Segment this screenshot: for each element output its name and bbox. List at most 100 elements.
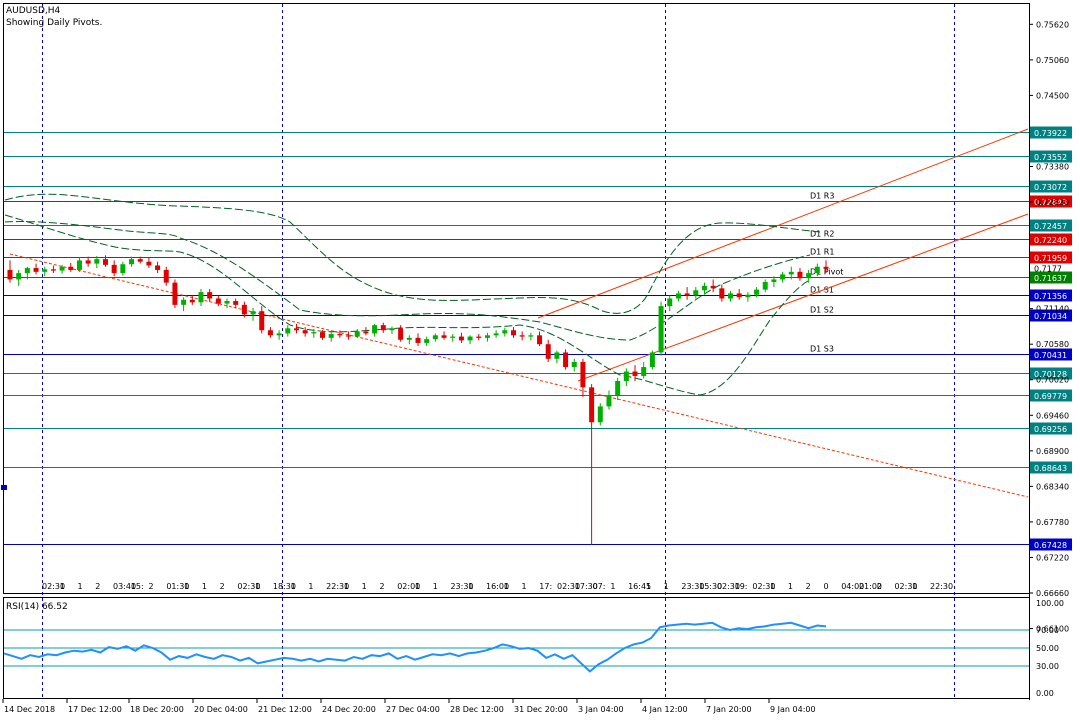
candle [129, 256, 135, 267]
session-mark: 1 [770, 582, 775, 591]
candle [7, 260, 13, 283]
candle-body [745, 294, 751, 298]
rsi-tick-label: 100.00 [1036, 599, 1064, 608]
candle-body [85, 260, 91, 264]
candle-body [710, 285, 716, 289]
session-mark: 1 [308, 582, 313, 591]
candle-body [658, 306, 664, 353]
candle-body [823, 266, 829, 269]
candle [537, 331, 543, 347]
candle [745, 292, 751, 302]
candle-body [241, 304, 247, 315]
y-tick-label: 0.72820 [1036, 198, 1069, 207]
x-tick-label: 14 Dec 2018 [4, 705, 55, 714]
candle-body [267, 330, 273, 336]
candle [684, 287, 690, 300]
candle [76, 257, 82, 272]
candle-body [797, 271, 803, 279]
candle [754, 287, 760, 298]
candle [658, 301, 664, 356]
session-mark: 21:00 [859, 582, 882, 591]
candle [788, 266, 794, 280]
candle-body [398, 328, 404, 340]
candle-body [389, 328, 395, 331]
candle-body [571, 361, 577, 368]
candle-body [363, 331, 369, 334]
candle [701, 282, 707, 295]
x-tick-label: 3 Jan 04:00 [578, 705, 624, 714]
candle [68, 262, 74, 272]
rsi-tick-label: 30.00 [1036, 662, 1059, 671]
session-mark: 1 [291, 582, 296, 591]
line-handle-marker[interactable] [1, 485, 7, 490]
session-mark: 1 [184, 582, 189, 591]
candle [519, 331, 525, 341]
session-mark: 1 [60, 582, 65, 591]
level-price-label: 0.68643 [1034, 464, 1067, 473]
candle [102, 255, 108, 267]
candle-body [129, 259, 135, 265]
session-mark: 1 [522, 582, 527, 591]
candle [484, 332, 490, 342]
candle [467, 335, 473, 345]
session-mark: 04:00 [841, 582, 864, 591]
y-tick-label: 0.70580 [1036, 340, 1069, 349]
session-mark: 2 [220, 582, 225, 591]
x-tick-label: 31 Dec 20:00 [514, 705, 568, 714]
candle [293, 323, 299, 334]
x-tick-label: 7 Jan 20:00 [706, 705, 752, 714]
candle [415, 333, 421, 347]
x-tick-label: 28 Dec 12:00 [450, 705, 504, 714]
candle [571, 358, 577, 372]
candle [302, 327, 308, 337]
candle-body [510, 330, 516, 336]
candle [354, 328, 360, 338]
candle [545, 339, 551, 362]
y-tick-label: 0.69460 [1036, 411, 1069, 420]
candle-body [33, 268, 39, 272]
candle-body [780, 274, 786, 280]
candle-body [50, 269, 56, 271]
session-mark: 01:30 [166, 582, 189, 591]
rsi-line [3, 621, 827, 673]
candle-body [545, 344, 551, 359]
session-mark: 1 [788, 582, 793, 591]
candle-body [754, 289, 760, 295]
candle-body [528, 335, 534, 337]
y-tick-label: 0.75060 [1036, 56, 1069, 65]
level-price-box [1030, 461, 1072, 474]
y-tick-label: 0.70020 [1036, 376, 1069, 385]
candle-body [415, 337, 421, 343]
y-tick-label: 0.74500 [1036, 91, 1069, 100]
candle [215, 295, 221, 307]
session-mark: 1 [362, 582, 367, 591]
rsi-tick-label: 0.00 [1036, 689, 1054, 698]
candle-body [675, 293, 681, 299]
candle [476, 334, 482, 341]
level-price-box [1030, 422, 1072, 435]
session-mark: 2 [95, 582, 100, 591]
session-mark: 15: [131, 582, 144, 591]
rsi-tick-label: 50.00 [1036, 644, 1059, 653]
candle-body [120, 264, 126, 274]
candle [632, 365, 638, 382]
y-tick-label: 0.75620 [1036, 20, 1069, 29]
candle [398, 325, 404, 342]
candle [606, 390, 612, 410]
candle-body [701, 285, 707, 291]
chart-subtitle: Showing Daily Pivots. [6, 18, 102, 28]
y-tick-label: 0.66100 [1036, 625, 1069, 634]
candle [771, 276, 777, 288]
candle-body [502, 330, 508, 334]
candle [597, 403, 603, 426]
candle [728, 290, 734, 302]
candle-body [42, 269, 48, 272]
candle-body [146, 261, 152, 266]
candle-body [406, 337, 412, 340]
candle [675, 290, 681, 302]
level-price-box [1030, 389, 1072, 402]
level-price-box [1030, 348, 1072, 361]
candle-body [467, 336, 473, 341]
level-price-label: 0.71034 [1034, 312, 1067, 321]
session-mark: 2 [877, 582, 882, 591]
